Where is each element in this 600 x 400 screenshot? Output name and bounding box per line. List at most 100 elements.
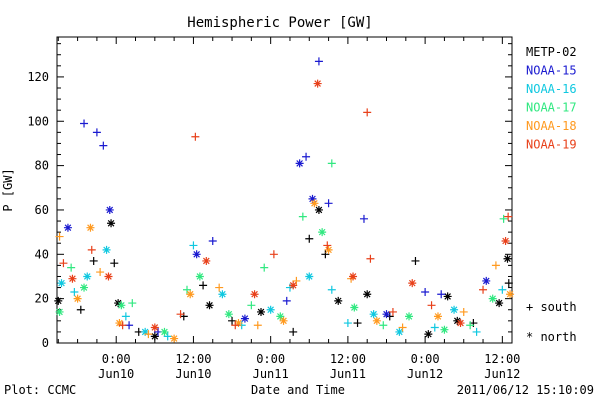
data-point-north — [202, 256, 211, 265]
data-point-south — [76, 305, 85, 314]
data-point-south — [421, 288, 430, 296]
data-point-north — [234, 319, 243, 328]
marker-legend-south: + south — [526, 300, 577, 314]
data-point-south — [359, 214, 368, 223]
data-point-south — [388, 307, 397, 316]
data-point-south — [479, 285, 488, 294]
data-point-south — [411, 256, 420, 265]
data-point-north — [405, 312, 414, 321]
data-point-north — [408, 279, 417, 288]
legend-entry-noaa-15: NOAA-15 — [526, 64, 577, 78]
data-point-north — [115, 319, 124, 328]
data-point-south — [176, 310, 185, 319]
chart-title: Hemispheric Power [GW] — [187, 15, 372, 31]
data-point-north — [68, 274, 77, 283]
data-point-north — [289, 281, 298, 290]
x-tick-date-label: Jun11 — [253, 367, 289, 381]
data-point-south — [269, 250, 278, 259]
data-point-south — [128, 299, 137, 308]
data-point-south — [260, 263, 269, 272]
data-point-south — [298, 212, 307, 221]
y-tick-label: 0 — [42, 336, 49, 350]
x-tick-time-label: 0:00 — [256, 352, 285, 366]
data-point-north — [453, 316, 462, 325]
data-point-north — [250, 290, 259, 299]
data-point-south — [366, 254, 375, 263]
data-point-south — [89, 256, 98, 265]
data-point-north — [224, 310, 233, 319]
data-point-north — [501, 237, 510, 245]
data-point-north — [279, 316, 288, 325]
data-point-north — [192, 250, 201, 259]
data-point-south — [343, 319, 352, 328]
data-point-north — [433, 312, 442, 321]
data-point-north — [310, 199, 319, 208]
data-point-south — [215, 283, 224, 292]
data-point-north — [186, 290, 195, 299]
data-point-north — [305, 272, 314, 281]
data-point-south — [253, 321, 262, 330]
series-noaa-16 — [57, 241, 507, 341]
data-point-north — [456, 319, 465, 328]
data-point-north — [488, 294, 497, 303]
data-point-north — [424, 330, 433, 339]
data-point-south — [289, 327, 298, 336]
data-point-north — [73, 294, 82, 303]
data-point-north — [382, 310, 391, 319]
data-point-north — [349, 272, 358, 281]
data-point-south — [504, 212, 513, 221]
data-point-south — [498, 285, 507, 294]
plot-frame — [56, 36, 513, 344]
marker-legend-north: * north — [526, 330, 577, 344]
data-point-south — [92, 128, 101, 137]
data-point-north — [308, 194, 317, 203]
data-point-north — [443, 292, 452, 301]
data-point-north — [83, 272, 92, 281]
data-point-south — [323, 241, 332, 250]
y-axis-label: P [GW] — [1, 168, 15, 211]
data-point-south — [302, 152, 311, 161]
x-tick-time-label: 0:00 — [411, 352, 440, 366]
legend-entry-noaa-16: NOAA-16 — [526, 82, 577, 96]
data-point-south — [163, 332, 172, 341]
data-point-north — [240, 314, 249, 323]
x-tick-time-label: 0:00 — [102, 352, 131, 366]
data-point-south — [67, 263, 76, 272]
y-tick-label: 120 — [27, 70, 49, 84]
legend-entry-noaa-17: NOAA-17 — [526, 101, 577, 115]
x-tick-time-label: 12:00 — [175, 352, 211, 366]
x-tick-date-label: Jun10 — [98, 367, 134, 381]
data-point-south — [504, 279, 513, 288]
data-point-north — [334, 296, 343, 305]
data-point-north — [318, 228, 327, 237]
data-point-north — [195, 272, 204, 281]
data-point-south — [144, 330, 153, 339]
legend-entry-noaa-19: NOAA-19 — [526, 138, 577, 152]
data-point-south — [199, 281, 208, 290]
data-point-south — [55, 232, 64, 241]
data-point-south — [121, 312, 130, 321]
data-point-south — [363, 108, 372, 117]
data-point-north — [506, 290, 515, 299]
data-point-north — [482, 276, 491, 285]
data-point-south — [499, 214, 508, 223]
data-point-south — [87, 245, 96, 254]
data-point-north — [395, 327, 404, 336]
data-point-south — [430, 323, 439, 332]
legend-entry-noaa-18: NOAA-18 — [526, 119, 577, 133]
legend-entry-metp-02: METP-02 — [526, 45, 577, 59]
data-point-north — [114, 299, 123, 308]
data-point-north — [350, 303, 359, 312]
x-tick-date-label: Jun12 — [407, 367, 443, 381]
y-tick-label: 40 — [35, 247, 49, 261]
data-point-north — [57, 279, 66, 288]
data-point-south — [327, 159, 336, 168]
data-point-south — [459, 307, 468, 316]
data-point-south — [247, 301, 256, 310]
data-point-north — [372, 316, 381, 325]
x-tick-time-label: 12:00 — [330, 352, 366, 366]
plot-area: 0204060801001200:00Jun1012:00Jun100:00Ju… — [27, 36, 520, 381]
data-point-south — [228, 316, 237, 325]
data-point-south — [110, 259, 119, 268]
